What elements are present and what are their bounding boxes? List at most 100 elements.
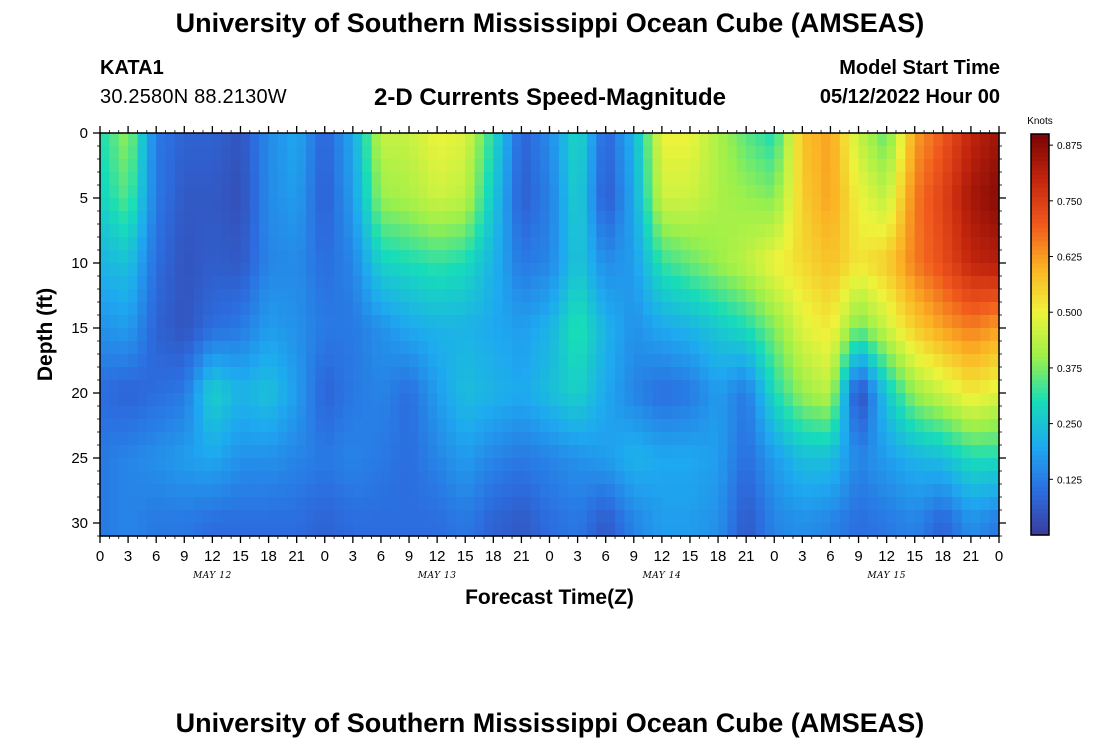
- heatmap-cell: [924, 432, 935, 446]
- heatmap-cell: [895, 354, 906, 368]
- heatmap-cell: [924, 341, 935, 355]
- heatmap-cell: [942, 380, 953, 394]
- heatmap-cell: [708, 172, 719, 186]
- heatmap-cell: [586, 146, 597, 160]
- heatmap-cell: [933, 367, 944, 381]
- heatmap-cell: [324, 341, 335, 355]
- heatmap-cell: [671, 419, 682, 433]
- heatmap-cell: [399, 276, 410, 290]
- heatmap-cell: [830, 354, 841, 368]
- heatmap-cell: [718, 354, 729, 368]
- heatmap-cell: [586, 445, 597, 459]
- heatmap-cell: [165, 393, 176, 407]
- heatmap-cell: [755, 445, 766, 459]
- heatmap-cell: [203, 211, 213, 225]
- heatmap-cell: [203, 354, 213, 368]
- heatmap-cell: [802, 341, 813, 355]
- heatmap-cell: [914, 523, 925, 537]
- heatmap-cell: [287, 471, 298, 485]
- heatmap-cell: [362, 302, 373, 316]
- heatmap-cell: [203, 237, 213, 251]
- heatmap-cell: [708, 237, 719, 251]
- heatmap-cell: [418, 458, 429, 472]
- heatmap-cell: [193, 497, 204, 511]
- colorbar-swatch: [1031, 356, 1049, 362]
- heatmap-cell: [774, 237, 785, 251]
- heatmap-cell: [315, 367, 326, 381]
- heatmap-cell: [886, 328, 897, 342]
- heatmap-cell: [577, 328, 588, 342]
- heatmap-cell: [942, 315, 953, 329]
- heatmap-cell: [146, 432, 157, 446]
- heatmap-cell: [427, 211, 438, 225]
- heatmap-cell: [352, 315, 363, 329]
- heatmap-cell: [502, 237, 513, 251]
- heatmap-cell: [596, 354, 607, 368]
- heatmap-cell: [708, 250, 719, 264]
- heatmap-cell: [530, 172, 541, 186]
- heatmap-cell: [455, 224, 466, 238]
- heatmap-cell: [268, 510, 279, 524]
- heatmap-cell: [352, 133, 363, 147]
- heatmap-cell: [465, 224, 476, 238]
- heatmap-cell: [512, 146, 523, 160]
- heatmap-cell: [755, 172, 766, 186]
- heatmap-cell: [240, 354, 251, 368]
- heatmap-cell: [437, 445, 448, 459]
- heatmap-cell: [512, 354, 523, 368]
- heatmap-cell: [980, 211, 991, 225]
- heatmap-cell: [643, 289, 654, 303]
- heatmap-cell: [764, 172, 775, 186]
- heatmap-cell: [736, 471, 747, 485]
- heatmap-cell: [128, 237, 139, 251]
- heatmap-cell: [596, 224, 607, 238]
- heatmap-cell: [418, 406, 429, 420]
- heatmap-cell: [764, 471, 775, 485]
- colorbar-swatch: [1031, 160, 1049, 166]
- heatmap-cell: [811, 146, 822, 160]
- heatmap-cell: [100, 419, 110, 433]
- heatmap-cell: [549, 471, 560, 485]
- heatmap-cell: [886, 250, 897, 264]
- heatmap-cell: [652, 419, 663, 433]
- heatmap-cell: [914, 159, 925, 173]
- heatmap-cell: [380, 406, 391, 420]
- heatmap-cell: [371, 393, 382, 407]
- heatmap-cell: [362, 315, 373, 329]
- heatmap-cell: [577, 497, 588, 511]
- heatmap-cell: [212, 315, 223, 329]
- heatmap-cell: [558, 185, 569, 199]
- heatmap-cell: [680, 133, 691, 147]
- heatmap-cell: [811, 367, 822, 381]
- heatmap-cell: [867, 133, 878, 147]
- heatmap-cell: [343, 133, 354, 147]
- heatmap-cell: [221, 237, 232, 251]
- heatmap-cell: [905, 419, 916, 433]
- heatmap-cell: [437, 341, 448, 355]
- heatmap-cell: [849, 250, 860, 264]
- heatmap-cell: [652, 172, 663, 186]
- heatmap-cell: [455, 367, 466, 381]
- heatmap-cell: [577, 354, 588, 368]
- heatmap-cell: [764, 432, 775, 446]
- heatmap-cell: [830, 510, 841, 524]
- heatmap-cell: [568, 419, 579, 433]
- heatmap-cell: [427, 198, 438, 212]
- heatmap-cell: [512, 328, 523, 342]
- heatmap-cell: [146, 354, 157, 368]
- heatmap-cell: [137, 380, 148, 394]
- heatmap-cell: [643, 380, 654, 394]
- heatmap-cell: [268, 328, 279, 342]
- heatmap-cell: [989, 367, 1000, 381]
- heatmap-cell: [249, 484, 260, 498]
- heatmap-cell: [643, 393, 654, 407]
- heatmap-cell: [839, 341, 850, 355]
- heatmap-cell: [811, 211, 822, 225]
- heatmap-cell: [409, 159, 419, 173]
- heatmap-cell: [764, 263, 775, 277]
- heatmap-cell: [624, 237, 635, 251]
- heatmap-cell: [109, 510, 120, 524]
- heatmap-cell: [792, 172, 803, 186]
- heatmap-cell: [596, 419, 607, 433]
- heatmap-cell: [296, 328, 307, 342]
